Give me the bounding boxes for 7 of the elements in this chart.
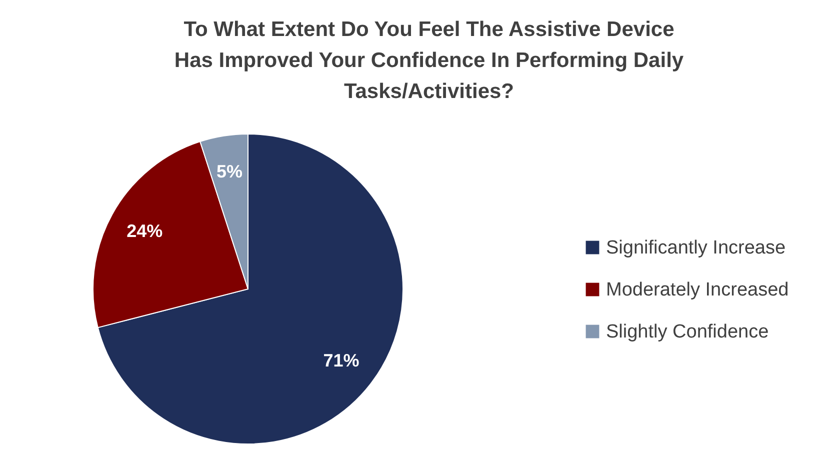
legend-label: Slightly Confidence	[606, 322, 769, 342]
data-label: 24%	[126, 221, 163, 242]
data-label: 71%	[323, 350, 360, 370]
legend-label: Significantly Increase	[606, 238, 786, 258]
legend-label: Moderately Increased	[606, 280, 789, 300]
chart-title: To What Extent Do You Feel The Assistive Device Has Improved Your Confidence In Performing Daily Tasks/Activities?	[174, 18, 684, 103]
data-label: 5%	[216, 161, 243, 182]
